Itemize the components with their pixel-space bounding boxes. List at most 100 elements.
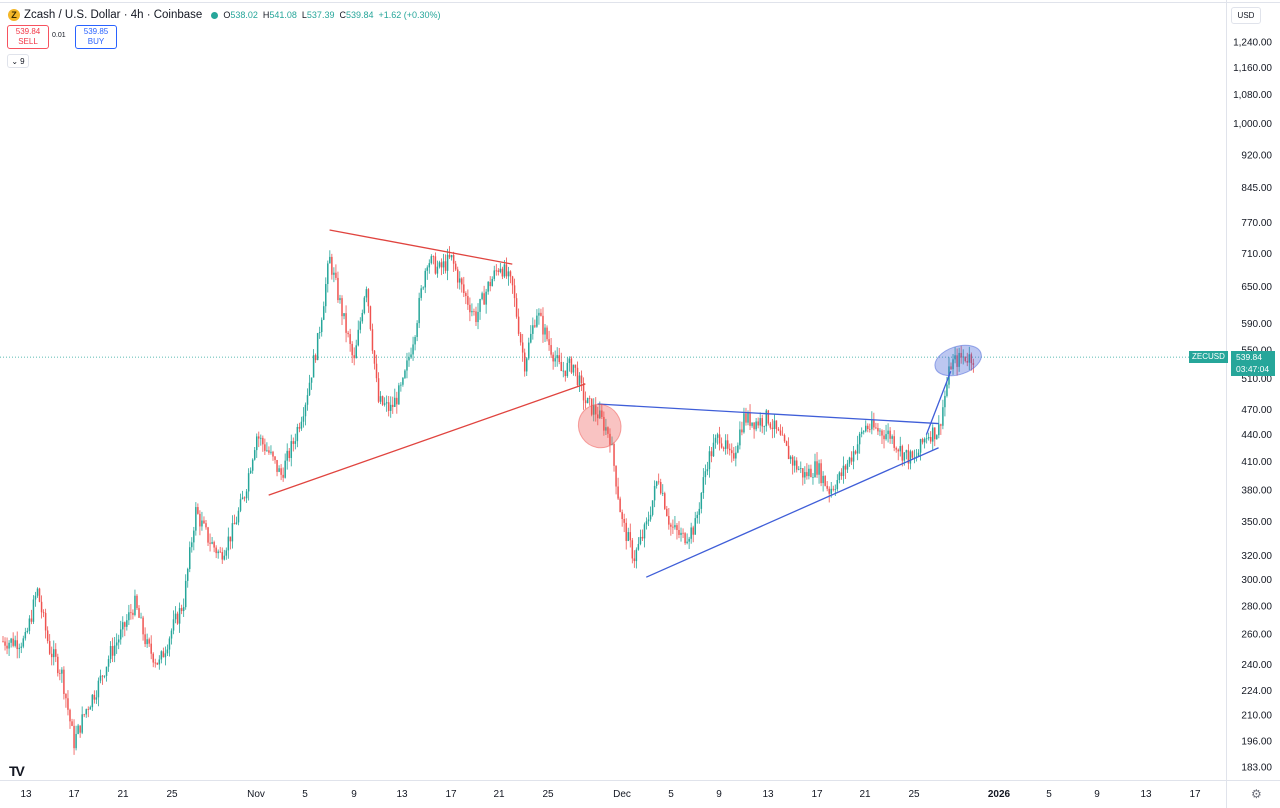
candle	[824, 475, 826, 487]
candle	[95, 690, 98, 704]
candle	[741, 421, 743, 436]
candle	[816, 452, 818, 478]
candle	[700, 491, 703, 514]
candle	[519, 331, 522, 346]
candle	[548, 330, 550, 351]
candle	[103, 675, 106, 679]
candle	[304, 402, 307, 426]
candle	[842, 456, 845, 484]
candle	[871, 411, 873, 435]
candle	[379, 391, 382, 405]
candle	[718, 426, 721, 451]
candle	[509, 270, 512, 284]
candle	[726, 434, 729, 455]
candle	[392, 396, 394, 414]
candle	[404, 369, 406, 380]
candle	[875, 422, 877, 430]
candle	[207, 526, 209, 546]
candle	[846, 459, 849, 474]
symbol-header[interactable]: Z Zcash / U.S. Dollar · 4h · Coinbase O5…	[8, 7, 446, 23]
candle	[915, 449, 918, 462]
candle	[300, 416, 303, 431]
candle	[463, 276, 465, 298]
candle	[934, 427, 936, 447]
candle	[649, 506, 652, 522]
candle	[268, 446, 270, 455]
currency-select[interactable]: USD	[1231, 7, 1261, 24]
x-tick-label: 17	[811, 789, 823, 800]
candle	[668, 508, 670, 530]
indicators-toggle[interactable]: ⌄ 9	[7, 54, 29, 68]
candle	[724, 434, 727, 455]
candle	[929, 431, 932, 444]
gear-icon[interactable]: ⚙	[1251, 787, 1262, 801]
candle	[694, 511, 696, 535]
candle	[30, 609, 33, 625]
candle	[318, 326, 321, 339]
candle	[75, 725, 77, 751]
sell-button[interactable]: 539.84 SELL	[7, 25, 49, 49]
buy-button[interactable]: 539.85 BUY	[75, 25, 117, 49]
candle	[164, 646, 167, 666]
buy-label: BUY	[87, 37, 105, 46]
candle	[189, 541, 191, 573]
candle	[493, 265, 496, 282]
candle	[919, 438, 922, 461]
candle	[132, 609, 134, 620]
candle	[523, 348, 526, 377]
candle	[712, 434, 715, 457]
candle	[223, 549, 226, 561]
candle	[288, 448, 290, 462]
candle	[887, 423, 889, 443]
candle	[48, 634, 51, 656]
candle	[657, 473, 660, 485]
candle	[862, 430, 865, 435]
candle	[69, 708, 71, 729]
candle	[944, 390, 946, 417]
x-tick-label: 17	[68, 789, 80, 800]
candle	[274, 455, 276, 464]
candle	[335, 264, 337, 281]
candle	[73, 719, 75, 755]
x-tick-label: Nov	[247, 789, 265, 800]
candle	[381, 395, 384, 406]
candle	[820, 459, 822, 487]
x-tick-label: 13	[762, 789, 774, 800]
candle	[53, 640, 55, 666]
candle	[574, 364, 577, 377]
candle	[532, 317, 534, 340]
candle	[310, 377, 313, 390]
candle	[420, 285, 422, 301]
candle	[818, 459, 820, 484]
symbol-title[interactable]: Zcash / U.S. Dollar · 4h · Coinbase	[24, 9, 203, 21]
candle	[371, 323, 374, 354]
candle	[286, 443, 288, 470]
candle	[739, 421, 741, 450]
x-tick-label: 9	[351, 789, 357, 800]
candle	[473, 308, 475, 316]
candle	[32, 595, 35, 625]
ohlc-low: L537.39	[301, 10, 335, 20]
candle	[195, 502, 197, 536]
candle	[728, 443, 731, 456]
candle	[343, 313, 345, 320]
tradingview-logo[interactable]: TV	[9, 763, 25, 779]
candle	[61, 667, 63, 683]
candle	[10, 637, 12, 648]
candle	[46, 626, 49, 644]
candle	[272, 450, 274, 461]
ohlc-open: O538.02	[223, 10, 258, 20]
candle	[219, 546, 221, 553]
candle	[753, 422, 755, 439]
candle	[708, 446, 711, 478]
candle	[50, 646, 53, 666]
candle	[105, 666, 108, 682]
candle	[838, 471, 841, 484]
candle	[119, 620, 122, 645]
candle	[459, 271, 461, 290]
candle	[564, 370, 567, 382]
candle	[18, 643, 20, 659]
candle	[339, 294, 341, 304]
candle	[580, 370, 583, 392]
